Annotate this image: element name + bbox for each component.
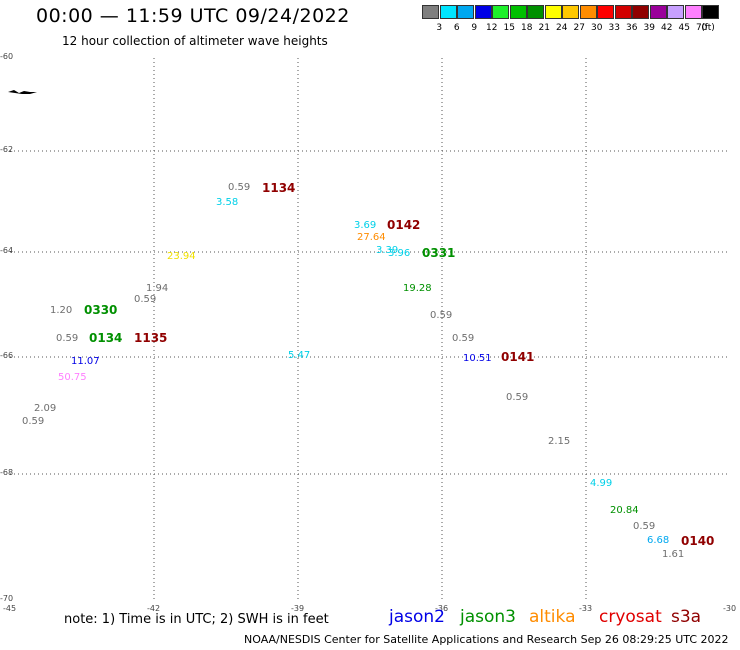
lon-label: -33 <box>579 604 593 613</box>
color-scale-swatch <box>457 5 474 19</box>
wave-height-label: 0.59 <box>633 521 656 532</box>
wave-height-label: 50.75 <box>58 372 87 383</box>
legend-jason3: jason3 <box>460 607 516 627</box>
wave-height-label: 10.51 <box>463 353 492 364</box>
color-scale-swatch <box>614 5 632 19</box>
lon-label: -30 <box>723 604 737 613</box>
footer-credit: NOAA/NESDIS Center for Satellite Applica… <box>244 633 729 646</box>
map-title: 00:00 — 11:59 UTC 09/24/2022 <box>36 5 350 27</box>
wave-height-label: 5.47 <box>288 350 311 361</box>
legend-cryosat: cryosat <box>599 607 662 627</box>
color-scale-swatch <box>649 5 667 19</box>
pass-id-label: 1134 <box>262 181 296 195</box>
wave-height-label: 27.64 <box>357 232 386 243</box>
lon-label: -42 <box>147 604 161 613</box>
color-scale-units: (ft) <box>701 23 715 33</box>
wave-height-label: 4.99 <box>590 478 613 489</box>
color-scale-swatch <box>562 5 579 19</box>
color-scale-label: 30 <box>591 23 603 33</box>
lat-label: -66 <box>0 351 14 360</box>
lat-label: -62 <box>0 145 14 154</box>
legend-s3a: s3a <box>671 607 702 627</box>
color-scale-label: 27 <box>573 23 585 33</box>
wave-height-label: 3.69 <box>354 220 377 231</box>
lon-label: -39 <box>291 604 305 613</box>
color-scale-swatch <box>492 5 509 19</box>
wave-height-label: 2.15 <box>548 436 571 447</box>
lat-label: -68 <box>0 468 14 477</box>
color-scale-swatch <box>667 5 684 19</box>
wave-height-label: 19.28 <box>403 283 432 294</box>
pass-id-label: 0140 <box>681 534 715 548</box>
wave-height-label: 2.09 <box>34 403 57 414</box>
color-scale-swatch <box>544 5 562 19</box>
color-scale-label: 24 <box>556 23 568 33</box>
map-subtitle: 12 hour collection of altimeter wave hei… <box>62 34 328 48</box>
color-scale-swatch <box>439 5 457 19</box>
wave-height-label: 1.61 <box>662 549 685 560</box>
lon-label: -45 <box>3 604 17 613</box>
wave-height-label: 0.59 <box>506 392 529 403</box>
pass-id-label: 0142 <box>387 218 421 232</box>
lat-label: -70 <box>0 594 14 603</box>
wave-height-label: 0.59 <box>56 333 79 344</box>
units-note: note: 1) Time is in UTC; 2) SWH is in fe… <box>64 612 329 627</box>
pass-id-label: 1135 <box>134 331 168 345</box>
wave-height-label: 0.59 <box>430 310 453 321</box>
color-scale-swatch <box>579 5 597 19</box>
color-scale-label: 39 <box>643 23 655 33</box>
color-scale-label: 33 <box>608 23 620 33</box>
wave-height-label: 6.68 <box>647 535 670 546</box>
color-scale-label: 3 <box>436 23 443 33</box>
pass-id-label: 0134 <box>89 331 123 345</box>
pass-id-label: 0330 <box>84 303 118 317</box>
wave-height-label: 0.59 <box>22 416 45 427</box>
wave-height-label: 0.59 <box>452 333 475 344</box>
color-scale-swatch <box>632 5 649 19</box>
lat-label: -60 <box>0 52 14 61</box>
wave-height-label: 0.59 <box>228 182 251 193</box>
color-scale-label: 15 <box>503 23 515 33</box>
color-scale-label: 12 <box>486 23 498 33</box>
color-scale-swatch <box>527 5 544 19</box>
wave-height-label: 0.59 <box>134 294 157 305</box>
wave-height-label: 23.94 <box>167 251 196 262</box>
wave-height-label: 1.20 <box>50 305 73 316</box>
wave-height-label: 3.39 <box>376 245 399 256</box>
wave-height-label: 1.94 <box>146 283 169 294</box>
lat-label: -64 <box>0 246 14 255</box>
wave-height-label: 3.96 <box>388 248 411 259</box>
color-scale-label: 9 <box>471 23 478 33</box>
color-scale-label: 70 <box>696 23 708 33</box>
color-scale-label: 36 <box>626 23 638 33</box>
color-scale-swatch <box>509 5 527 19</box>
wave-height-label: 3.58 <box>216 197 239 208</box>
legend-jason2: jason2 <box>389 607 445 627</box>
wave-height-label: 11.07 <box>71 356 100 367</box>
legend-altika: altika <box>529 607 576 627</box>
color-scale-swatch <box>474 5 492 19</box>
color-scale-label: 42 <box>661 23 673 33</box>
color-scale-swatch <box>702 5 719 19</box>
wave-height-label: 20.84 <box>610 505 639 516</box>
color-scale-label: 18 <box>521 23 533 33</box>
color-scale-label: 45 <box>678 23 690 33</box>
coastline-fragment <box>8 90 37 94</box>
color-scale-swatch <box>422 5 439 19</box>
color-scale-label: 6 <box>453 23 460 33</box>
lon-label: -36 <box>435 604 449 613</box>
pass-id-label: 0141 <box>501 350 535 364</box>
pass-id-label: 0331 <box>422 246 456 260</box>
color-scale-swatch <box>597 5 614 19</box>
color-scale-swatch <box>684 5 702 19</box>
color-scale-label: 21 <box>538 23 550 33</box>
